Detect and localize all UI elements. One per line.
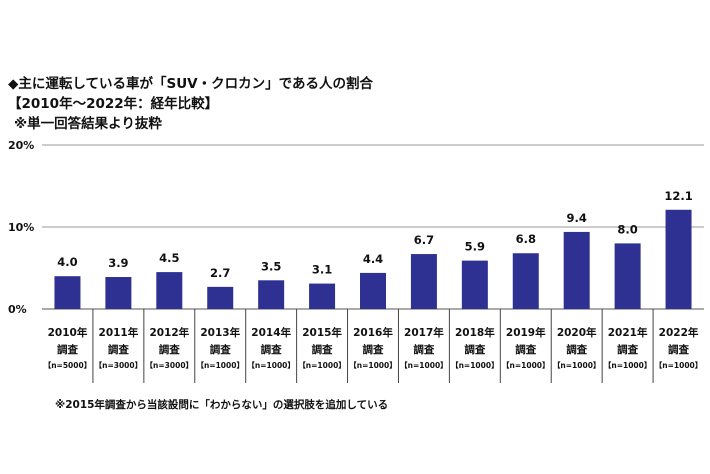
x-tick-label: 2016年	[353, 326, 393, 339]
sample-size-label: 【n=1000】	[400, 360, 448, 370]
sample-size-label: 【n=3000】	[95, 360, 143, 370]
x-tick-sublabel: 調査	[566, 343, 587, 356]
sample-size-label: 【n=1000】	[451, 360, 499, 370]
bar	[309, 283, 336, 309]
sample-size-label: 【n=1000】	[655, 360, 703, 370]
data-label: 12.1	[664, 189, 692, 203]
x-tick-label: 2020年	[557, 326, 597, 339]
x-tick-label: 2013年	[200, 326, 240, 339]
x-tick-label: 2012年	[149, 326, 189, 339]
y-tick-label: 0%	[8, 303, 27, 316]
data-label: 9.4	[567, 211, 587, 225]
bar	[410, 254, 437, 309]
x-tick-sublabel: 調査	[668, 343, 689, 356]
data-label: 4.5	[159, 251, 179, 265]
bar	[665, 209, 692, 309]
x-tick-label: 2011年	[99, 326, 139, 339]
sample-size-label: 【n=5000】	[44, 360, 92, 370]
x-tick-sublabel: 調査	[464, 343, 485, 356]
bar	[563, 231, 590, 309]
data-label: 4.0	[57, 255, 77, 269]
data-label: 3.1	[312, 263, 332, 277]
bar	[461, 260, 488, 309]
sample-size-label: 【n=1000】	[604, 360, 652, 370]
x-tick-sublabel: 調査	[413, 343, 434, 356]
bar	[614, 243, 641, 309]
x-tick-label: 2010年	[48, 326, 88, 339]
x-tick-sublabel: 調査	[363, 343, 384, 356]
chart-footnote: ※2015年調査から当該設問に「わからない」の選択肢を追加している	[55, 399, 389, 411]
x-tick-sublabel: 調査	[108, 343, 129, 356]
data-label: 5.9	[465, 240, 485, 254]
x-tick-sublabel: 調査	[210, 343, 231, 356]
x-tick-sublabel: 調査	[515, 343, 536, 356]
x-tick-sublabel: 調査	[617, 343, 638, 356]
data-label: 8.0	[617, 222, 637, 236]
y-tick-label: 10%	[8, 221, 34, 234]
data-label: 3.5	[261, 259, 281, 273]
sample-size-label: 【n=1000】	[298, 360, 346, 370]
bar	[207, 286, 234, 309]
sample-size-label: 【n=1000】	[502, 360, 550, 370]
sample-size-label: 【n=1000】	[349, 360, 397, 370]
x-tick-label: 2018年	[455, 326, 495, 339]
x-tick-sublabel: 調査	[159, 343, 180, 356]
bar	[258, 280, 285, 309]
x-tick-label: 2017年	[404, 326, 444, 339]
x-tick-label: 2022年	[659, 326, 699, 339]
x-tick-label: 2021年	[608, 326, 648, 339]
chart-subtitle: 【2010年～2022年：経年比較】	[8, 96, 219, 112]
bar	[512, 253, 539, 309]
data-label: 2.7	[210, 266, 230, 280]
chart-subnote: ※単一回答結果より抜粋	[14, 116, 162, 132]
x-tick-label: 2019年	[506, 326, 546, 339]
x-tick-label: 2014年	[251, 326, 291, 339]
x-tick-sublabel: 調査	[57, 343, 78, 356]
bar	[156, 272, 183, 309]
sample-size-label: 【n=3000】	[146, 360, 194, 370]
bar	[360, 272, 386, 309]
x-tick-sublabel: 調査	[261, 343, 282, 356]
data-label: 3.9	[108, 256, 128, 270]
data-label: 6.8	[516, 232, 536, 246]
sample-size-label: 【n=1000】	[196, 360, 244, 370]
bar	[105, 277, 132, 309]
y-tick-label: 20%	[8, 139, 34, 152]
data-label: 4.4	[363, 252, 383, 266]
bar	[54, 276, 81, 309]
data-label: 6.7	[414, 233, 434, 247]
x-tick-sublabel: 調査	[312, 343, 333, 356]
sample-size-label: 【n=1000】	[553, 360, 601, 370]
x-tick-label: 2015年	[302, 326, 342, 339]
chart-title: ◆主に運転している車が「SUV・クロカン」である人の割合	[8, 76, 373, 92]
sample-size-label: 【n=1000】	[247, 360, 295, 370]
